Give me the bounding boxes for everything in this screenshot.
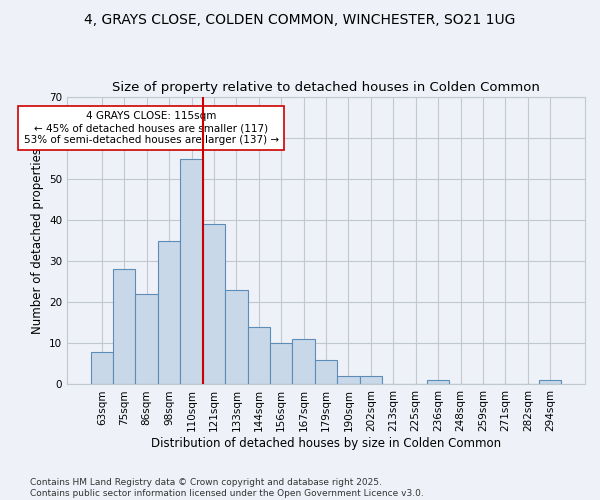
Bar [91,352,113,384]
Bar [203,224,225,384]
Bar [315,360,337,384]
Bar [248,327,270,384]
Bar [359,376,382,384]
Bar [292,340,315,384]
Title: Size of property relative to detached houses in Colden Common: Size of property relative to detached ho… [112,82,540,94]
X-axis label: Distribution of detached houses by size in Colden Common: Distribution of detached houses by size … [151,437,501,450]
Bar [136,294,158,384]
Bar [158,241,181,384]
Y-axis label: Number of detached properties: Number of detached properties [31,148,44,334]
Bar [427,380,449,384]
Bar [181,158,203,384]
Bar [337,376,359,384]
Bar [539,380,562,384]
Bar [270,344,292,384]
Text: Contains HM Land Registry data © Crown copyright and database right 2025.
Contai: Contains HM Land Registry data © Crown c… [30,478,424,498]
Bar [113,270,136,384]
Text: 4 GRAYS CLOSE: 115sqm
← 45% of detached houses are smaller (117)
53% of semi-det: 4 GRAYS CLOSE: 115sqm ← 45% of detached … [23,112,279,144]
Bar [225,290,248,384]
Text: 4, GRAYS CLOSE, COLDEN COMMON, WINCHESTER, SO21 1UG: 4, GRAYS CLOSE, COLDEN COMMON, WINCHESTE… [85,12,515,26]
